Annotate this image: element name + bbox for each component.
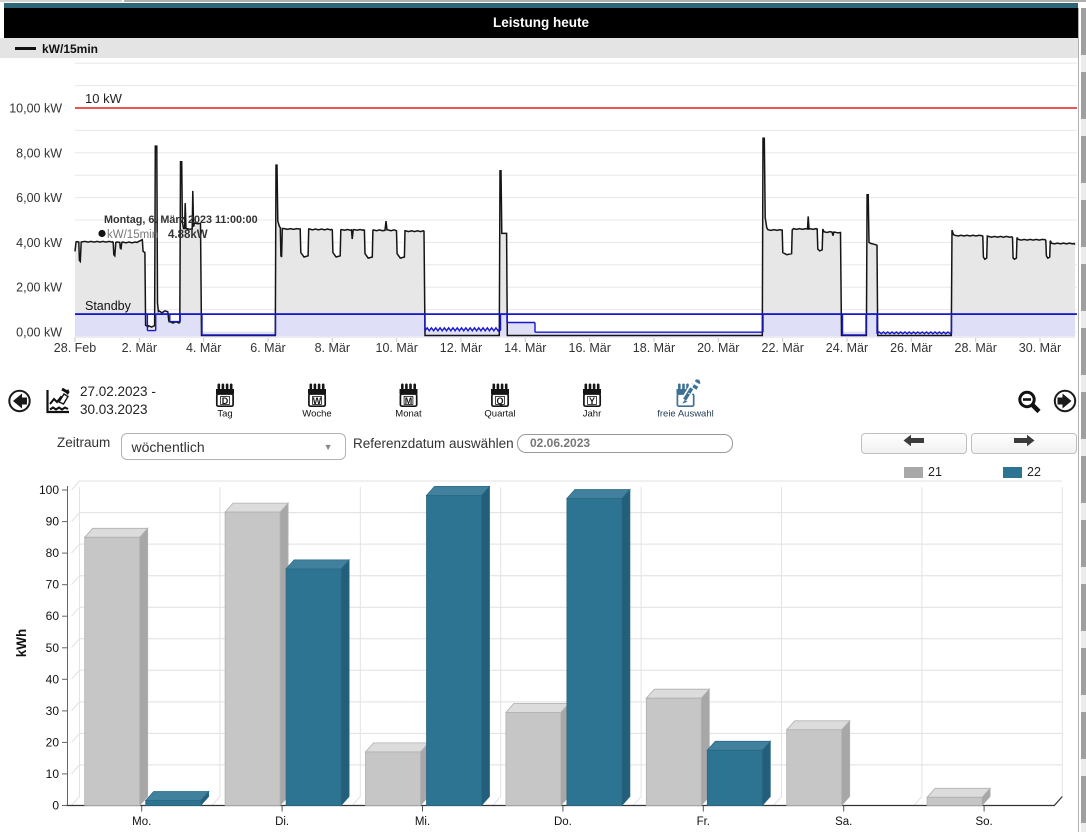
svg-text:100: 100: [39, 483, 59, 497]
svg-text:Y: Y: [589, 396, 595, 406]
svg-text:4.88kW: 4.88kW: [168, 229, 208, 241]
svg-text:Quartal: Quartal: [484, 409, 515, 420]
svg-text:28. Feb: 28. Feb: [54, 341, 96, 355]
svg-text:kW/15min: kW/15min: [107, 229, 158, 241]
svg-text:Woche: Woche: [302, 409, 331, 420]
svg-text:D: D: [222, 396, 229, 406]
svg-text:W: W: [313, 396, 322, 406]
svg-text:Mi.: Mi.: [415, 816, 430, 828]
svg-text:20. Mär: 20. Mär: [697, 341, 739, 355]
svg-text:0,00 kW: 0,00 kW: [16, 326, 62, 340]
svg-text:60: 60: [46, 609, 60, 623]
svg-text:30. Mär: 30. Mär: [1019, 341, 1061, 355]
svg-text:18. Mär: 18. Mär: [633, 341, 675, 355]
svg-text:20: 20: [46, 735, 60, 749]
svg-text:So.: So.: [975, 816, 992, 828]
svg-text:kWh: kWh: [14, 629, 29, 658]
svg-text:10 kW: 10 kW: [85, 91, 123, 106]
svg-text:4. Mär: 4. Mär: [186, 341, 221, 355]
svg-text:70: 70: [46, 578, 60, 592]
svg-text:50: 50: [46, 641, 60, 655]
svg-text:4,00 kW: 4,00 kW: [16, 236, 62, 250]
svg-text:Sa.: Sa.: [835, 816, 852, 828]
svg-text:M: M: [405, 396, 413, 406]
svg-text:Mo.: Mo.: [132, 816, 151, 828]
svg-text:14. Mär: 14. Mär: [504, 341, 546, 355]
svg-text:22. Mär: 22. Mär: [762, 341, 804, 355]
svg-text:26. Mär: 26. Mär: [890, 341, 932, 355]
svg-text:10. Mär: 10. Mär: [376, 341, 418, 355]
svg-text:16. Mär: 16. Mär: [569, 341, 611, 355]
svg-text:8. Mär: 8. Mär: [315, 341, 350, 355]
svg-text:Standby: Standby: [85, 299, 132, 313]
svg-text:freie Auswahl: freie Auswahl: [657, 409, 714, 420]
svg-text:Montag, 6. März 2023 11:00:00: Montag, 6. März 2023 11:00:00: [104, 214, 258, 226]
svg-text:24. Mär: 24. Mär: [826, 341, 868, 355]
svg-text:10,00 kW: 10,00 kW: [9, 102, 62, 116]
svg-text:Do.: Do.: [554, 816, 572, 828]
svg-text:Di.: Di.: [275, 816, 289, 828]
svg-text:12. Mär: 12. Mär: [440, 341, 482, 355]
svg-text:8,00 kW: 8,00 kW: [16, 146, 62, 160]
svg-text:30: 30: [46, 704, 60, 718]
svg-text:90: 90: [46, 515, 60, 529]
svg-text:6,00 kW: 6,00 kW: [16, 191, 62, 205]
svg-text:Q: Q: [496, 396, 503, 406]
svg-text:0: 0: [52, 799, 59, 813]
svg-text:Tag: Tag: [217, 409, 232, 420]
svg-text:80: 80: [46, 546, 60, 560]
svg-text:Fr.: Fr.: [697, 816, 710, 828]
svg-text:Monat: Monat: [395, 409, 422, 420]
svg-text:6. Mär: 6. Mär: [250, 341, 285, 355]
svg-text:2,00 kW: 2,00 kW: [16, 281, 62, 295]
svg-text:Jahr: Jahr: [583, 409, 601, 420]
svg-text:2. Mär: 2. Mär: [122, 341, 157, 355]
svg-text:40: 40: [46, 672, 60, 686]
svg-text:10: 10: [46, 767, 60, 781]
svg-text:28. Mär: 28. Mär: [955, 341, 997, 355]
